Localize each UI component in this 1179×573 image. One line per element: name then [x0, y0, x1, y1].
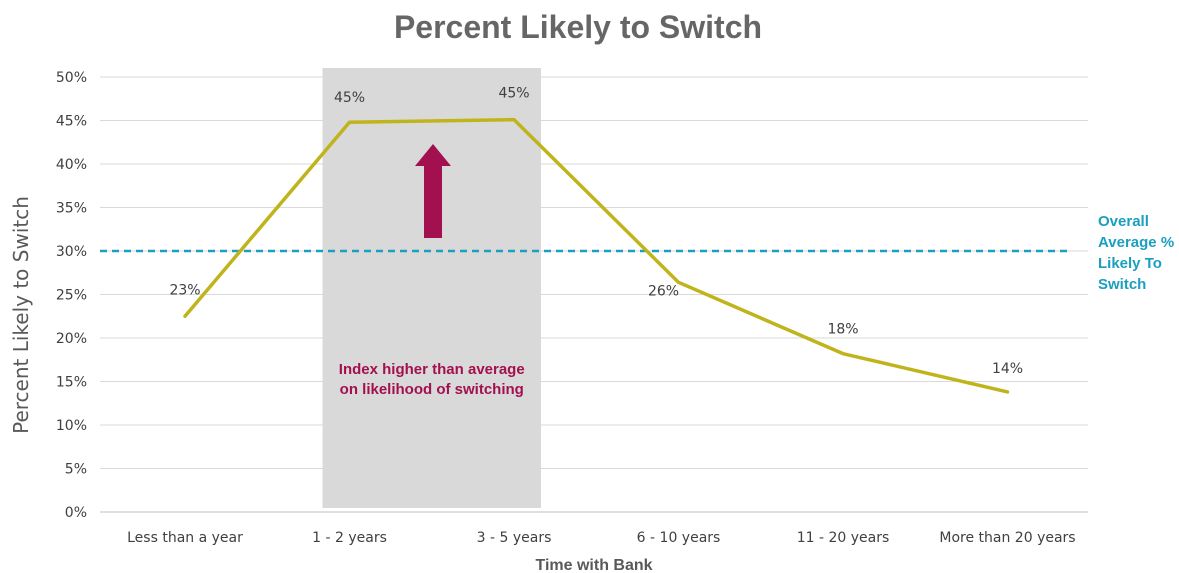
- y-tick-label: 50%: [56, 70, 87, 86]
- x-axis-label: Time with Bank: [535, 557, 652, 573]
- y-tick-label: 5%: [65, 462, 87, 478]
- highlight-region: [322, 68, 541, 508]
- data-label: 14%: [992, 361, 1023, 377]
- y-tick-label: 15%: [56, 375, 87, 391]
- average-reference-label: Overall Average % Likely To Switch: [1098, 213, 1174, 293]
- average-reference-label-line: Average %: [1098, 234, 1174, 251]
- y-tick-label: 45%: [56, 114, 87, 130]
- data-label: 23%: [169, 282, 200, 298]
- data-label: 18%: [827, 322, 858, 338]
- up-arrow-head: [415, 144, 451, 166]
- x-tick-label: 11 - 20 years: [797, 530, 890, 546]
- y-tick-label: 35%: [56, 201, 87, 217]
- highlight-annotation: Index higher than average on likelihood o…: [339, 361, 525, 398]
- average-reference-label-line: Likely To: [1098, 255, 1162, 272]
- y-tick-label: 10%: [56, 418, 87, 434]
- highlight-annotation-line: Index higher than average: [339, 361, 525, 378]
- chart-title: Percent Likely to Switch: [394, 9, 762, 45]
- x-tick-label: 6 - 10 years: [637, 530, 721, 546]
- average-reference-label-line: Switch: [1098, 276, 1146, 293]
- average-reference-label-line: Overall: [1098, 213, 1149, 230]
- x-tick-label: 1 - 2 years: [312, 530, 387, 546]
- y-tick-label: 25%: [56, 288, 87, 304]
- x-tick-label: More than 20 years: [939, 530, 1075, 546]
- y-tick-label: 30%: [56, 244, 87, 260]
- data-label: 26%: [648, 283, 679, 299]
- data-label: 45%: [498, 86, 529, 102]
- y-tick-label: 0%: [65, 505, 87, 521]
- highlight-annotation-line: on likelihood of switching: [340, 381, 524, 398]
- series-line: [183, 117, 1010, 394]
- y-axis-label: Percent Likely to Switch: [9, 196, 33, 434]
- y-tick-label: 40%: [56, 157, 87, 173]
- y-tick-label: 20%: [56, 331, 87, 347]
- x-tick-label: Less than a year: [127, 530, 243, 546]
- x-tick-label: 3 - 5 years: [477, 530, 552, 546]
- data-label: 45%: [334, 90, 365, 106]
- up-arrow-shaft: [424, 166, 442, 238]
